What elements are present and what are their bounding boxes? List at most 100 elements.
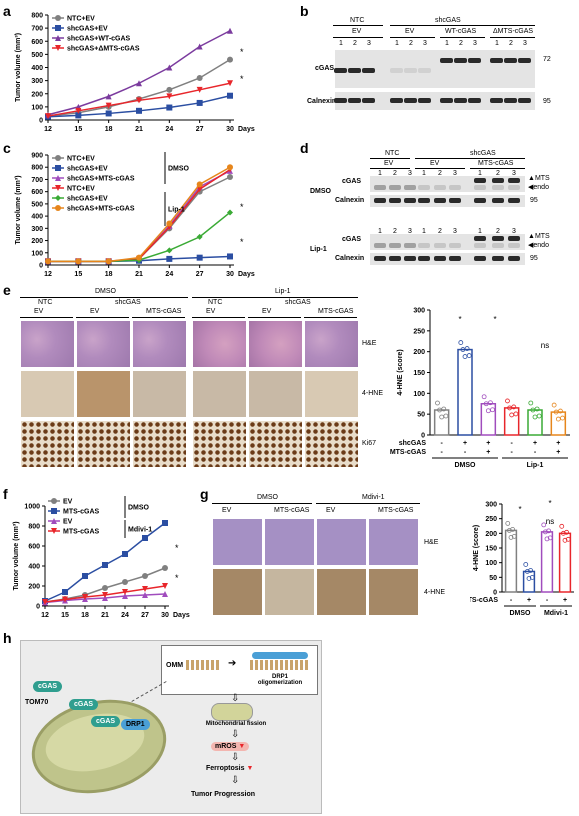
lane-number: 2 (496, 170, 500, 177)
lane-number: 1 (478, 228, 482, 235)
data-point (562, 537, 568, 543)
data-point (443, 413, 449, 419)
data-point (526, 576, 532, 581)
blot-band (449, 256, 461, 261)
data-point (166, 247, 173, 254)
ihc-image (192, 370, 247, 418)
cgas-blob-3: cGAS (91, 716, 121, 727)
data-point (435, 400, 440, 406)
blot-band (418, 98, 431, 103)
ihc-e-row-ki67: Ki67 (362, 440, 377, 447)
y-tick-label: 0 (39, 118, 43, 125)
ihc-image (20, 420, 75, 468)
data-point (166, 104, 173, 111)
y-tick-label: 150 (485, 546, 497, 553)
arrow-down-icon-4: ⇩ (231, 775, 240, 786)
legend-label: EV (63, 519, 73, 526)
blot-band (490, 98, 503, 103)
blot-band (390, 68, 403, 73)
y-tick-label: 100 (31, 104, 43, 111)
ihc-image (368, 568, 419, 616)
blot-d-mw1: 95 (530, 197, 538, 204)
blot-band (404, 243, 416, 248)
y-axis-label: Tumor volume (mm³) (15, 175, 22, 244)
blot-band (440, 98, 453, 103)
blot-band (434, 256, 446, 261)
significance-mark: * (458, 315, 461, 324)
data-point (547, 535, 553, 541)
data-point (560, 530, 566, 536)
ihc-e-row-he: H&E (362, 340, 377, 347)
ihc-e-shcgas2: shcGAS (285, 299, 311, 306)
panel-label-d: d (300, 140, 309, 156)
arrow-down-icon-2: ⇩ (231, 729, 240, 740)
data-point (196, 233, 203, 240)
western-blot-d: NTC shcGAS EV EV MTS-cGAS DMSO Lip-1 cGA… (300, 150, 579, 270)
data-point (62, 589, 68, 595)
data-point (142, 535, 148, 541)
legend-label: shcGAS+WT-cGAS (67, 36, 131, 43)
ihc-e-ntc2: NTC (208, 299, 223, 306)
lane-number: 2 (438, 228, 442, 235)
blot-band (390, 98, 403, 103)
data-point (196, 86, 203, 93)
chart-c: 0 100 200 300 400 500 600 700 800 900 12 15 18 21 24 27… (15, 152, 255, 278)
ihc-column-label: MTS-cGAS (378, 507, 414, 514)
ihc-image (132, 320, 187, 368)
y-tick-label: 1000 (24, 504, 40, 511)
data-point (462, 354, 468, 359)
blot-band (440, 58, 453, 63)
legend-label: NTC+EV (67, 16, 95, 23)
blot-band (434, 243, 446, 248)
blot-band (508, 236, 520, 241)
data-point (122, 593, 128, 599)
condition-mark: + (527, 597, 531, 604)
data-point (102, 592, 108, 598)
data-point (524, 569, 530, 574)
x-tick-label: 18 (81, 612, 89, 619)
y-tick-label: 0 (493, 590, 497, 597)
legend-marker (51, 518, 57, 524)
group-label: Mdivi-1 (544, 610, 568, 617)
blot-band (404, 98, 417, 103)
condition-row-label: MTS-cGAS (390, 449, 426, 456)
drp1-blob: DRP1 (121, 719, 150, 730)
y-tick-label: 800 (28, 524, 40, 531)
significance-mark: ns (541, 341, 549, 350)
lane-number: 3 (453, 228, 457, 235)
legend-marker (55, 35, 61, 41)
y-tick-label: 800 (31, 13, 43, 20)
lane-number: 3 (453, 170, 457, 177)
y-tick-label: 400 (31, 65, 43, 72)
data-point (460, 347, 466, 352)
lane-number: 2 (438, 170, 442, 177)
data-point (105, 110, 112, 117)
blot-band (449, 243, 461, 248)
y-tick-label: 300 (31, 226, 43, 233)
data-point (136, 80, 142, 87)
blot-b-header-ntc: NTC (350, 17, 365, 24)
data-point (122, 589, 128, 595)
condition-mark: - (464, 449, 467, 456)
x-tick-label: 12 (41, 612, 49, 619)
significance-mark: * (175, 573, 179, 583)
chart-e-bar: 0 50 100 150 200 250 300 4-HNE (score) - - + - + + - - +… (390, 308, 570, 469)
data-point (227, 164, 233, 171)
blot-d-ev2: EV (430, 160, 440, 167)
cgas-blob-1: cGAS (33, 681, 63, 692)
x-tick-label: 15 (74, 271, 82, 278)
y-tick-label: 500 (31, 201, 43, 208)
lane-number: 1 (339, 40, 343, 47)
ihc-image (304, 370, 359, 418)
group-label: Mdivi-1 (128, 527, 152, 534)
blot-band (404, 198, 416, 203)
data-point (227, 27, 233, 34)
data-point (45, 258, 51, 265)
blot-band (449, 185, 461, 190)
data-point (485, 408, 491, 414)
condition-mark: - (510, 449, 513, 456)
legend-label: NTC+EV (67, 186, 95, 193)
data-point (105, 102, 112, 109)
condition-mark: + (556, 449, 560, 456)
blot-band (434, 198, 446, 203)
